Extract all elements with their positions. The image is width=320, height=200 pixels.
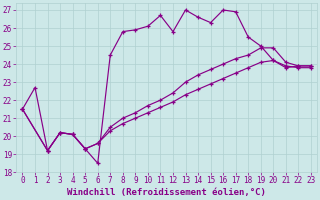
X-axis label: Windchill (Refroidissement éolien,°C): Windchill (Refroidissement éolien,°C) [67, 188, 266, 197]
